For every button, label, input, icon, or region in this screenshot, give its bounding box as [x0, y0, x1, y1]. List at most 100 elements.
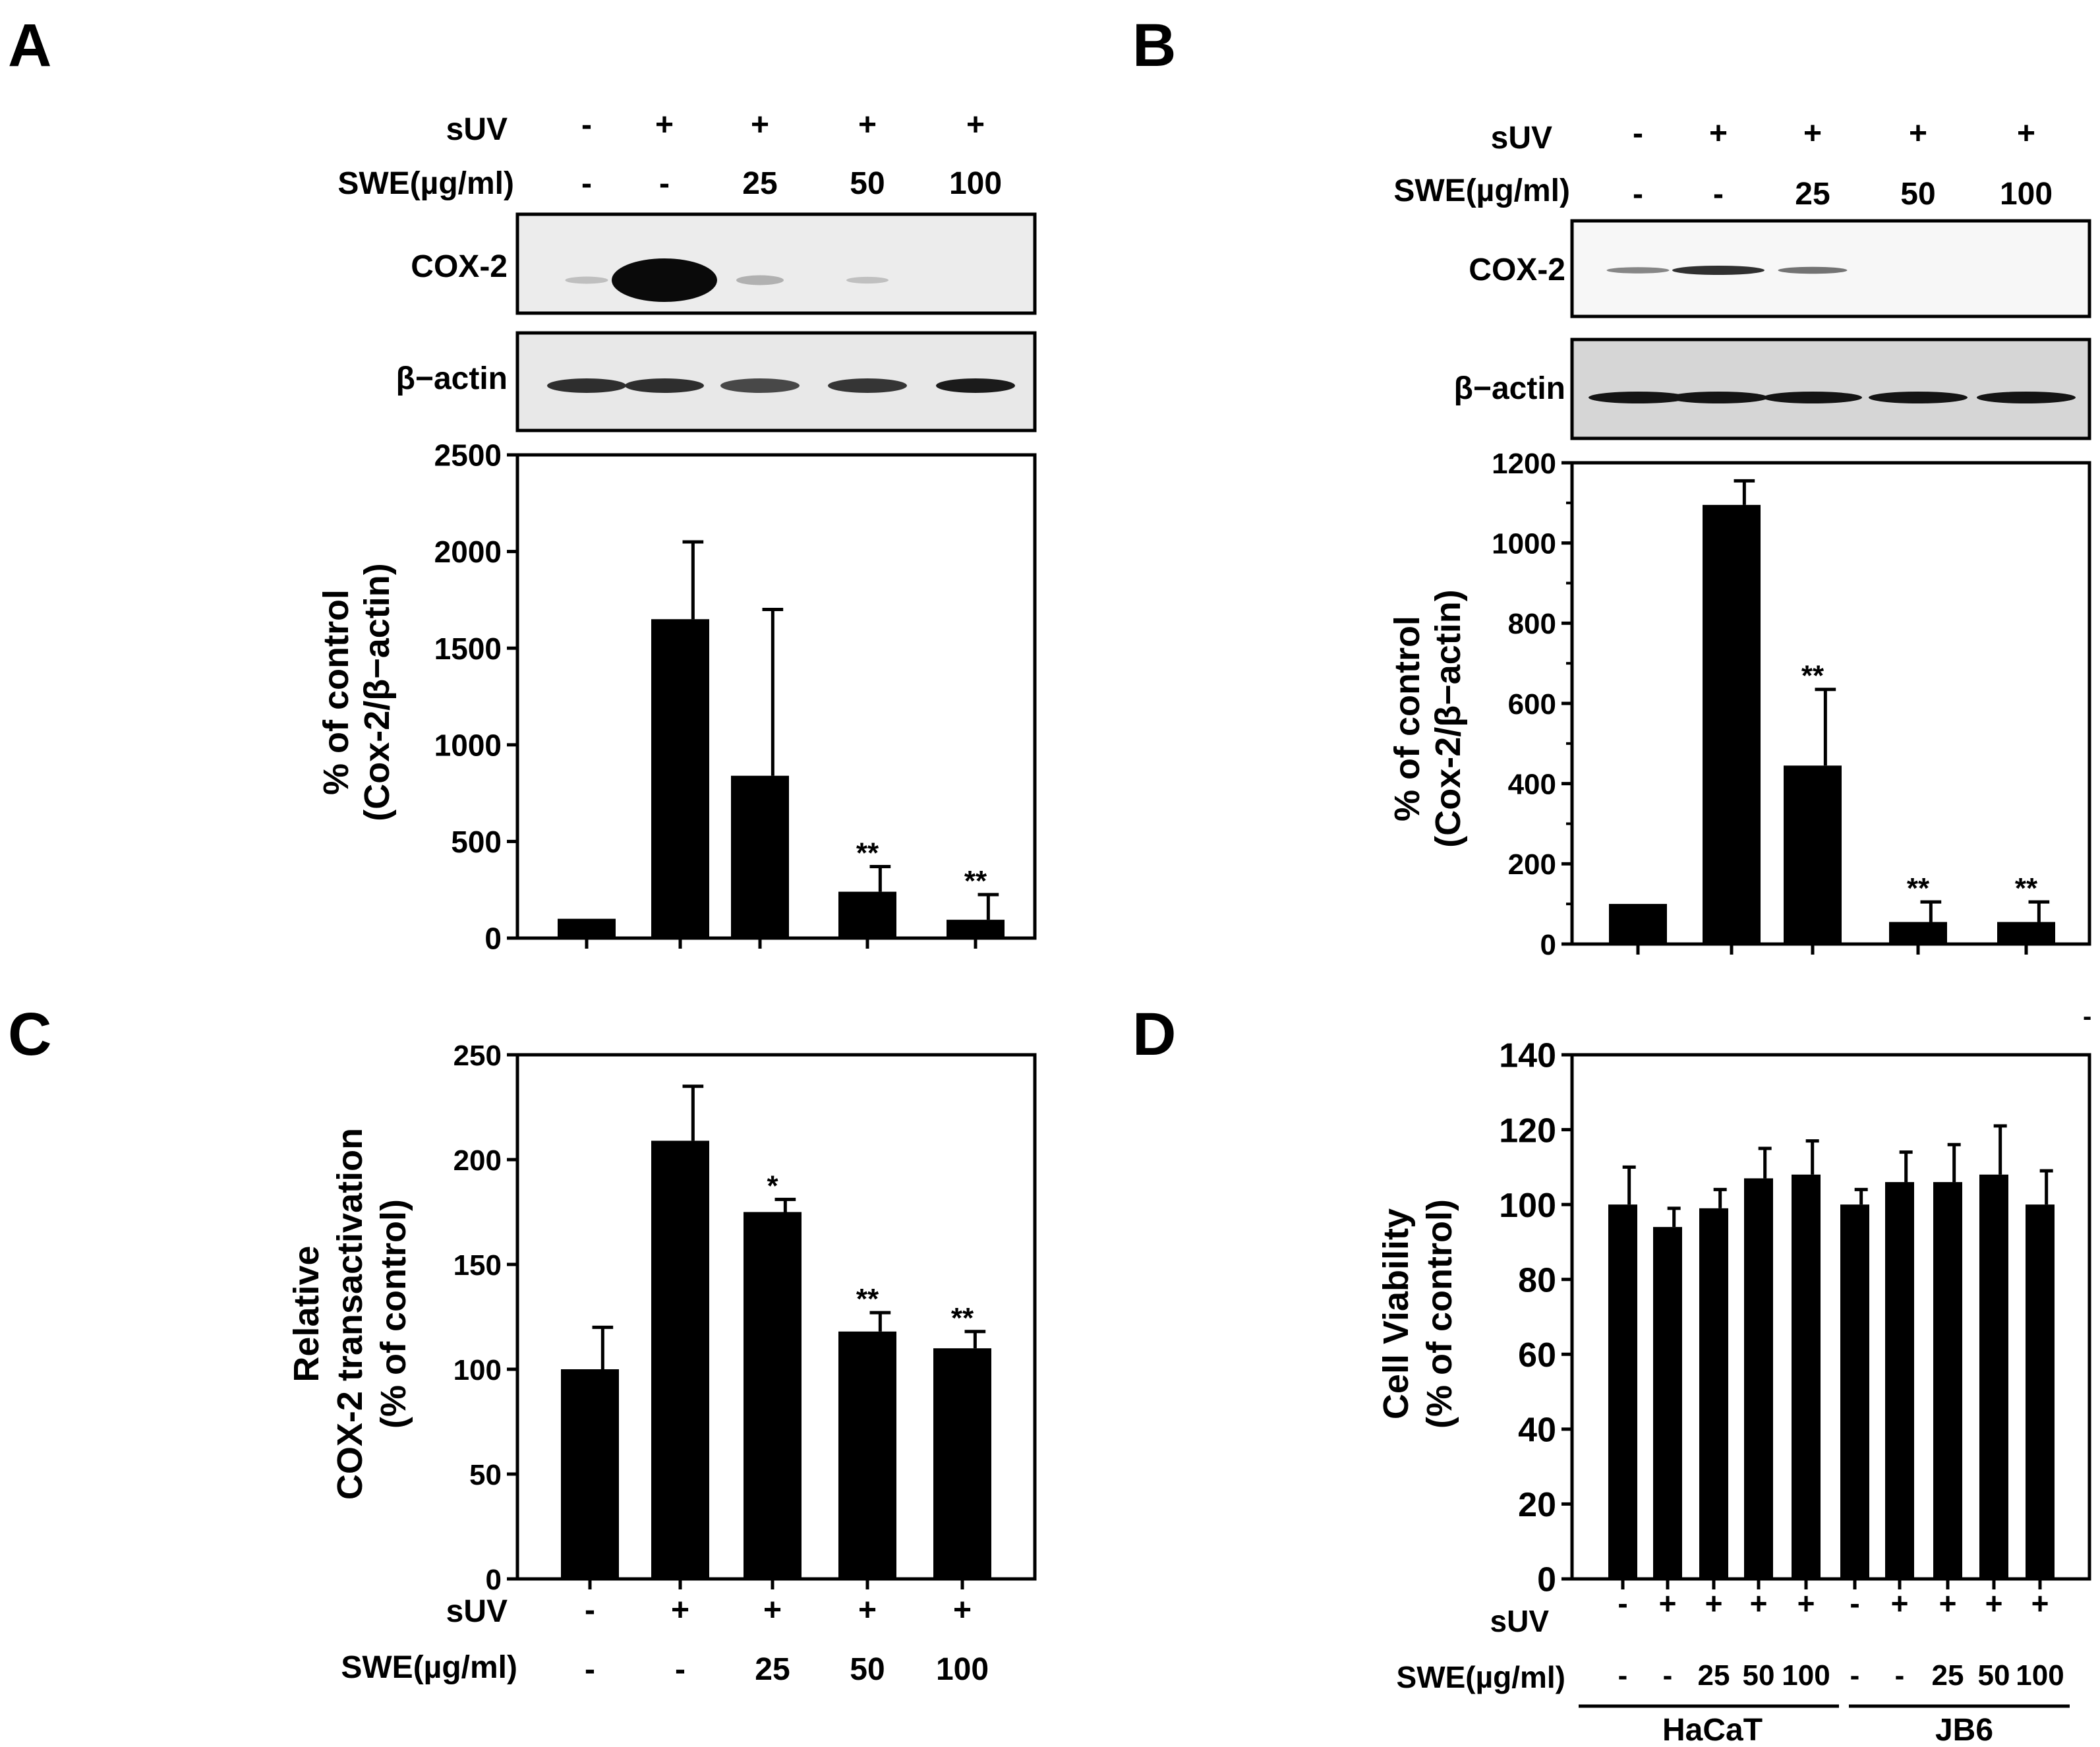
panel-d-y-tick-label: 120 — [1499, 1111, 1556, 1150]
panel-b-actin-band — [1589, 392, 1687, 403]
panel-c-bar — [744, 1212, 802, 1579]
panel-a-bar — [651, 619, 709, 938]
panel-a-swe-value: - — [581, 166, 592, 201]
panel-b-actin-band — [1669, 392, 1768, 403]
panel-c-suv-sign: + — [953, 1593, 972, 1628]
panel-b-y-tick-label: 0 — [1540, 929, 1556, 961]
panel-b-actin-membrane — [1570, 338, 2091, 440]
panel-b-y-axis-label: (Cox-2/β−actin) — [1428, 589, 1468, 848]
panel-c-significance-mark: ** — [951, 1302, 974, 1334]
panel-d-suv-sign: - — [1850, 1586, 1859, 1620]
panel-b-significance-mark: ** — [1801, 660, 1824, 692]
panel-d-y-tick-label: 0 — [1537, 1561, 1556, 1599]
panel-d-bar — [1653, 1227, 1682, 1579]
panel-a-y-tick-label: 1500 — [434, 632, 502, 666]
panel-a-y-tick-label: 1000 — [434, 728, 502, 762]
panel-d-suv-sign: + — [1705, 1586, 1723, 1620]
panel-b-suv-sign: + — [2017, 116, 2035, 151]
panel-d-swe-value: 50 — [1743, 1659, 1775, 1692]
panel-a-cox2-band — [612, 258, 717, 302]
panel-d-bar — [1885, 1182, 1914, 1579]
panel-d-bar — [1933, 1182, 1962, 1579]
panel-c-swe-value: 100 — [936, 1652, 989, 1687]
panel-b-swe-value: - — [1633, 177, 1643, 212]
panel-b-blot: sUV SWE(µg/ml) - + + + + - - 25 50 100 C… — [1393, 116, 2091, 440]
panel-a-swe-value: 100 — [949, 166, 1002, 201]
panel-d-group-hacat: HaCaT — [1662, 1713, 1763, 1747]
panel-c-swe-value: - — [675, 1652, 685, 1687]
panel-a-y-axis-label: (Cox-2/β−actin) — [357, 563, 397, 821]
panel-c-swe-label: SWE(µg/ml) — [341, 1650, 517, 1685]
panel-b-y-tick-label: 800 — [1508, 608, 1556, 640]
panel-b-suv-sign: + — [1803, 116, 1822, 151]
panel-d-bar — [1792, 1174, 1821, 1579]
panel-b-swe-values: - - 25 50 100 — [1633, 177, 2053, 212]
panel-letter-a: A — [8, 12, 51, 79]
panel-d-y-tick-label: 60 — [1518, 1336, 1556, 1375]
panel-c-significance-mark: ** — [856, 1283, 879, 1315]
panel-d-y-tick-label: 80 — [1518, 1261, 1556, 1299]
panel-d-swe-value: - — [1895, 1659, 1905, 1692]
panel-b-swe-value: 100 — [2000, 177, 2053, 212]
panel-a-cox2-band — [736, 275, 784, 285]
panel-b-y-tick-label: 1200 — [1492, 448, 1556, 480]
panel-d-swe-value: - — [1850, 1659, 1860, 1692]
panel-d-y-tick-label: 40 — [1518, 1411, 1556, 1450]
panel-b-y-tick-label: 1000 — [1492, 528, 1556, 560]
panel-a-actin-band — [720, 378, 800, 393]
panel-b-bar — [1997, 922, 2055, 944]
panel-b-suv-sign: - — [1633, 116, 1643, 151]
panel-b-significance-mark: ** — [2015, 872, 2038, 904]
panel-d-swe-value: 100 — [2016, 1659, 2064, 1692]
panel-b-y-tick-label: 200 — [1508, 848, 1556, 881]
panel-c-y-axis-label: (% of control) — [374, 1199, 413, 1429]
panel-a-cox2-label: COX-2 — [411, 249, 508, 284]
panel-d-bar — [1608, 1204, 1637, 1579]
panel-a-bar — [838, 891, 896, 938]
panel-d-y-tick-label: 140 — [1499, 1037, 1556, 1075]
panel-b-significance-mark: ** — [1907, 872, 1930, 904]
panel-b-swe-label: SWE(µg/ml) — [1393, 173, 1570, 208]
panel-c-y-tick-label: 50 — [469, 1459, 502, 1491]
panel-d-condition-rows: sUV SWE(µg/ml) - + + + + - + + + +- -25 50 100- -25 50… — [1397, 1586, 2070, 1747]
panel-a-y-axis-label: % of control — [316, 589, 356, 795]
panel-a-blot: sUV SWE(µg/ml) - + + + + - - 25 50 100 C… — [337, 107, 1037, 432]
panel-a-cox2-band — [565, 276, 608, 284]
panel-a-bar-chart: 0 500 1000 1500 2000 2500 ** ** % of control (Cox… — [316, 438, 1037, 956]
panel-a-swe-value: 50 — [850, 166, 885, 201]
panel-c-suv-sign: + — [671, 1593, 689, 1628]
panel-a-bar — [731, 775, 789, 938]
panel-d-suv-sign: + — [2031, 1586, 2049, 1620]
panel-a-y-tick-label: 2500 — [434, 438, 502, 473]
panel-b-cox2-band — [1778, 266, 1848, 274]
panel-d-suv-sign: - — [1618, 1586, 1627, 1620]
panel-b-actin-band — [1763, 392, 1862, 403]
panel-c-y-tick-label: 100 — [453, 1354, 502, 1386]
panel-c-bar — [651, 1140, 709, 1579]
panel-b-swe-value: - — [1713, 177, 1724, 212]
panel-c-y-tick-label: 150 — [453, 1249, 502, 1282]
panel-c-suv-sign: - — [585, 1593, 595, 1628]
panel-a-suv-sign: - — [581, 107, 592, 142]
panel-c-y-axis-label: COX-2 transactivation — [330, 1128, 370, 1500]
panel-a-significance-mark: ** — [856, 837, 879, 870]
panel-d-swe-value: - — [1618, 1659, 1628, 1692]
panel-b-cox2-label: COX-2 — [1469, 252, 1565, 287]
panel-d-y-axis-label: (% of control) — [1420, 1199, 1459, 1429]
panel-d-suv-sign: + — [1891, 1586, 1909, 1620]
panel-a-suv-sign: + — [858, 107, 877, 142]
panel-c-y-tick-label: 0 — [486, 1564, 502, 1596]
panel-b-cox2-band — [1606, 267, 1670, 274]
panel-c-suv-sign: + — [858, 1593, 877, 1628]
panel-b-bar-chart: 0 200 400 600 800 1000 1200 ** ** ** % of control(… — [1387, 448, 2091, 961]
panel-d-bar — [1979, 1174, 2008, 1579]
panel-a-suv-sign: + — [751, 107, 769, 142]
panel-a-bar — [558, 918, 616, 938]
panel-d-y-axis-label: Cell Viability — [1376, 1208, 1416, 1419]
panel-b-actin-label: β−actin — [1454, 371, 1565, 406]
panel-c-suv-sign: + — [763, 1593, 782, 1628]
panel-d-suv-label: sUV — [1490, 1604, 1550, 1638]
panel-a-swe-label: SWE(µg/ml) — [337, 166, 514, 201]
